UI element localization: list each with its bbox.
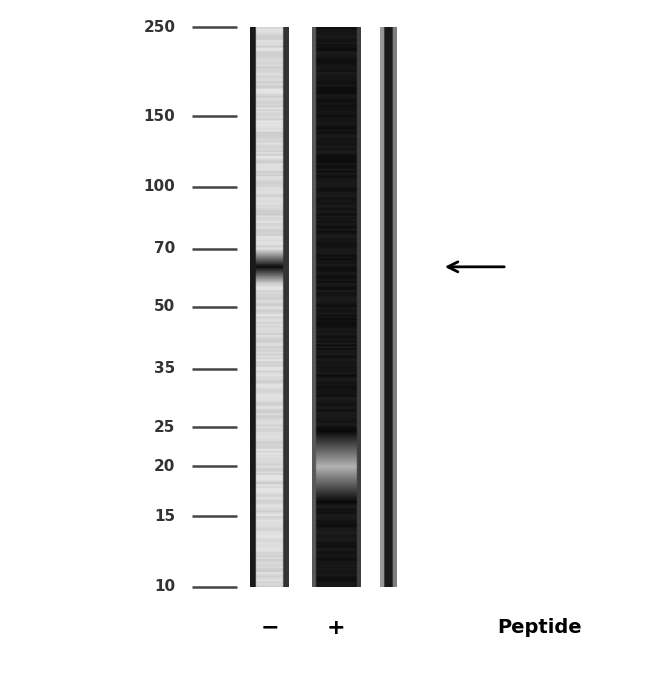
Text: 15: 15	[155, 508, 176, 523]
Text: 100: 100	[144, 179, 176, 194]
Text: Peptide: Peptide	[497, 618, 582, 637]
Text: 50: 50	[154, 300, 176, 314]
Text: 250: 250	[144, 20, 176, 35]
Text: 20: 20	[154, 459, 176, 473]
Text: 150: 150	[144, 108, 176, 123]
Text: 25: 25	[154, 420, 176, 435]
Text: 35: 35	[154, 362, 176, 377]
Text: 70: 70	[154, 241, 176, 256]
Text: −: −	[261, 617, 279, 638]
Text: +: +	[327, 617, 346, 638]
Text: 10: 10	[155, 579, 176, 594]
